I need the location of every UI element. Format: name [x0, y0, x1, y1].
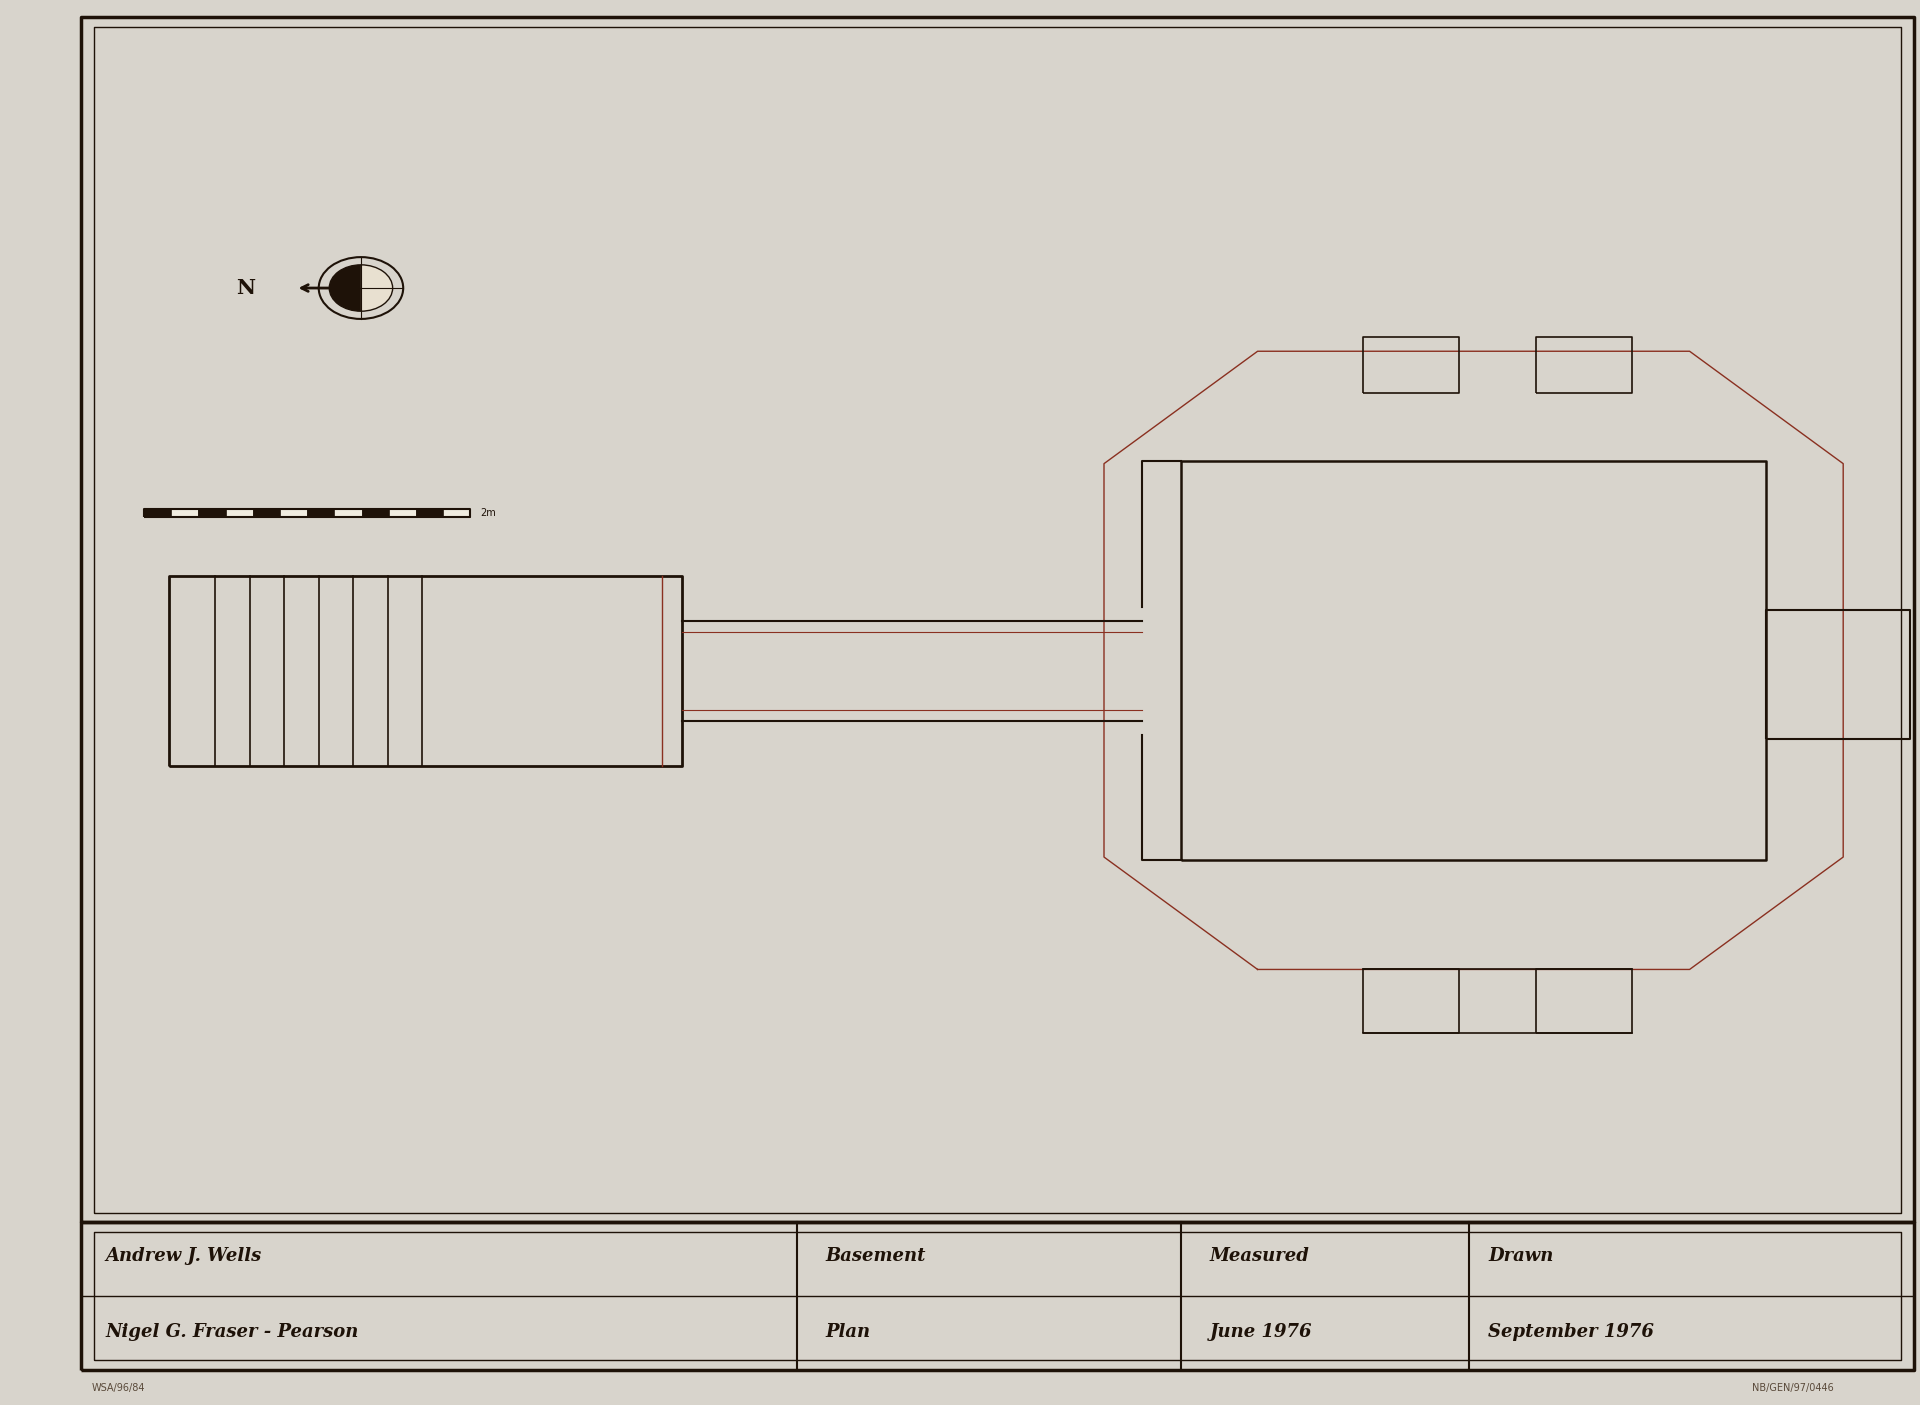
Bar [444, 509, 470, 517]
Bar [280, 509, 307, 517]
Text: Drawn: Drawn [1488, 1248, 1553, 1266]
Bar [417, 509, 444, 517]
Bar [171, 509, 198, 517]
Wedge shape [330, 266, 361, 311]
Text: Basement: Basement [826, 1248, 925, 1266]
Wedge shape [361, 266, 394, 311]
Text: June 1976: June 1976 [1210, 1322, 1311, 1340]
Bar [361, 509, 388, 517]
Text: Andrew J. Wells: Andrew J. Wells [106, 1248, 261, 1266]
Text: WSA/96/84: WSA/96/84 [92, 1383, 146, 1394]
Text: Nigel G. Fraser - Pearson: Nigel G. Fraser - Pearson [106, 1322, 359, 1340]
Bar [227, 509, 253, 517]
Bar [307, 509, 334, 517]
Text: Plan: Plan [826, 1322, 872, 1340]
Text: Measured: Measured [1210, 1248, 1309, 1266]
Bar [253, 509, 280, 517]
Bar [334, 509, 361, 517]
Text: N: N [236, 278, 255, 298]
Bar [198, 509, 227, 517]
Bar [388, 509, 417, 517]
Text: NB/GEN/97/0446: NB/GEN/97/0446 [1751, 1383, 1834, 1394]
Text: September 1976: September 1976 [1488, 1322, 1653, 1340]
Text: 2m: 2m [480, 507, 495, 518]
Bar [144, 509, 171, 517]
